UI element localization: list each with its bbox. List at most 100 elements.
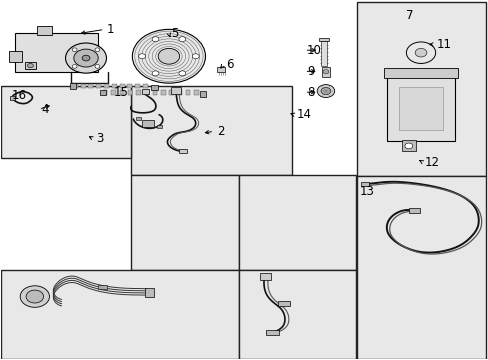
Bar: [398, 87, 442, 130]
Bar: [103, 90, 107, 95]
Circle shape: [323, 69, 328, 74]
Text: 14: 14: [296, 108, 311, 121]
Bar: [25, 62, 36, 69]
Circle shape: [317, 85, 334, 98]
Text: 3: 3: [96, 132, 103, 145]
Bar: [384, 68, 457, 78]
Bar: [100, 90, 106, 95]
Bar: [127, 84, 132, 88]
Bar: [70, 83, 76, 89]
Bar: [185, 90, 190, 95]
Circle shape: [414, 48, 426, 57]
Text: 12: 12: [424, 156, 439, 168]
Text: 2: 2: [216, 125, 224, 138]
Text: 11: 11: [436, 38, 451, 51]
Bar: [238, 270, 355, 359]
Circle shape: [27, 63, 33, 68]
Bar: [169, 90, 173, 95]
Bar: [277, 301, 289, 306]
Bar: [177, 90, 182, 95]
Circle shape: [72, 48, 77, 51]
Text: 13: 13: [359, 185, 374, 198]
Bar: [88, 84, 93, 88]
Bar: [120, 84, 124, 88]
Text: 8: 8: [306, 86, 314, 99]
Bar: [9, 51, 21, 62]
Bar: [144, 288, 154, 297]
Bar: [266, 330, 278, 335]
Text: 6: 6: [225, 58, 233, 71]
Text: 16: 16: [11, 89, 26, 102]
Bar: [217, 67, 224, 72]
Circle shape: [404, 143, 412, 149]
Bar: [0, 86, 131, 158]
Bar: [143, 84, 148, 88]
Bar: [135, 84, 140, 88]
Bar: [142, 89, 149, 94]
Text: 5: 5: [171, 27, 179, 40]
Circle shape: [406, 42, 435, 63]
Circle shape: [152, 37, 159, 42]
Bar: [260, 273, 270, 280]
Bar: [178, 149, 187, 153]
Circle shape: [95, 48, 100, 51]
Text: 15: 15: [113, 86, 128, 99]
Circle shape: [132, 30, 205, 83]
Bar: [136, 117, 141, 120]
Bar: [104, 84, 109, 88]
Text: 10: 10: [306, 44, 321, 57]
Bar: [238, 175, 355, 270]
Bar: [151, 85, 158, 90]
Circle shape: [179, 71, 185, 76]
Circle shape: [95, 65, 100, 68]
Circle shape: [321, 87, 330, 95]
Bar: [319, 38, 328, 41]
Bar: [408, 208, 419, 213]
Bar: [401, 140, 415, 151]
Bar: [322, 67, 329, 77]
Text: 1: 1: [107, 23, 114, 36]
Bar: [356, 3, 485, 176]
Bar: [0, 270, 238, 359]
Text: 9: 9: [306, 65, 314, 78]
Bar: [15, 33, 98, 72]
Bar: [171, 87, 181, 94]
Circle shape: [65, 43, 106, 73]
Bar: [144, 90, 149, 95]
Bar: [128, 90, 132, 95]
Circle shape: [152, 71, 159, 76]
Bar: [81, 84, 85, 88]
Text: 7: 7: [406, 9, 413, 22]
Bar: [120, 90, 124, 95]
Bar: [136, 90, 141, 95]
Circle shape: [179, 37, 185, 42]
Bar: [320, 41, 327, 66]
Circle shape: [20, 286, 49, 307]
Bar: [112, 84, 117, 88]
Bar: [194, 90, 198, 95]
Circle shape: [26, 290, 43, 303]
Bar: [356, 176, 485, 359]
Bar: [73, 84, 78, 88]
Bar: [157, 125, 161, 128]
Bar: [142, 120, 154, 127]
Bar: [161, 90, 165, 95]
Circle shape: [192, 54, 199, 59]
Bar: [131, 86, 292, 175]
Circle shape: [82, 55, 90, 61]
Bar: [96, 84, 101, 88]
Circle shape: [158, 48, 179, 64]
Bar: [111, 90, 116, 95]
Bar: [131, 175, 238, 270]
Bar: [386, 72, 454, 140]
Bar: [199, 91, 206, 97]
Bar: [98, 285, 107, 289]
Bar: [153, 90, 157, 95]
Bar: [360, 182, 368, 186]
Bar: [10, 96, 15, 100]
Text: 4: 4: [41, 103, 49, 116]
Circle shape: [139, 54, 145, 59]
Circle shape: [74, 49, 98, 67]
Bar: [37, 26, 52, 35]
Circle shape: [72, 65, 77, 68]
